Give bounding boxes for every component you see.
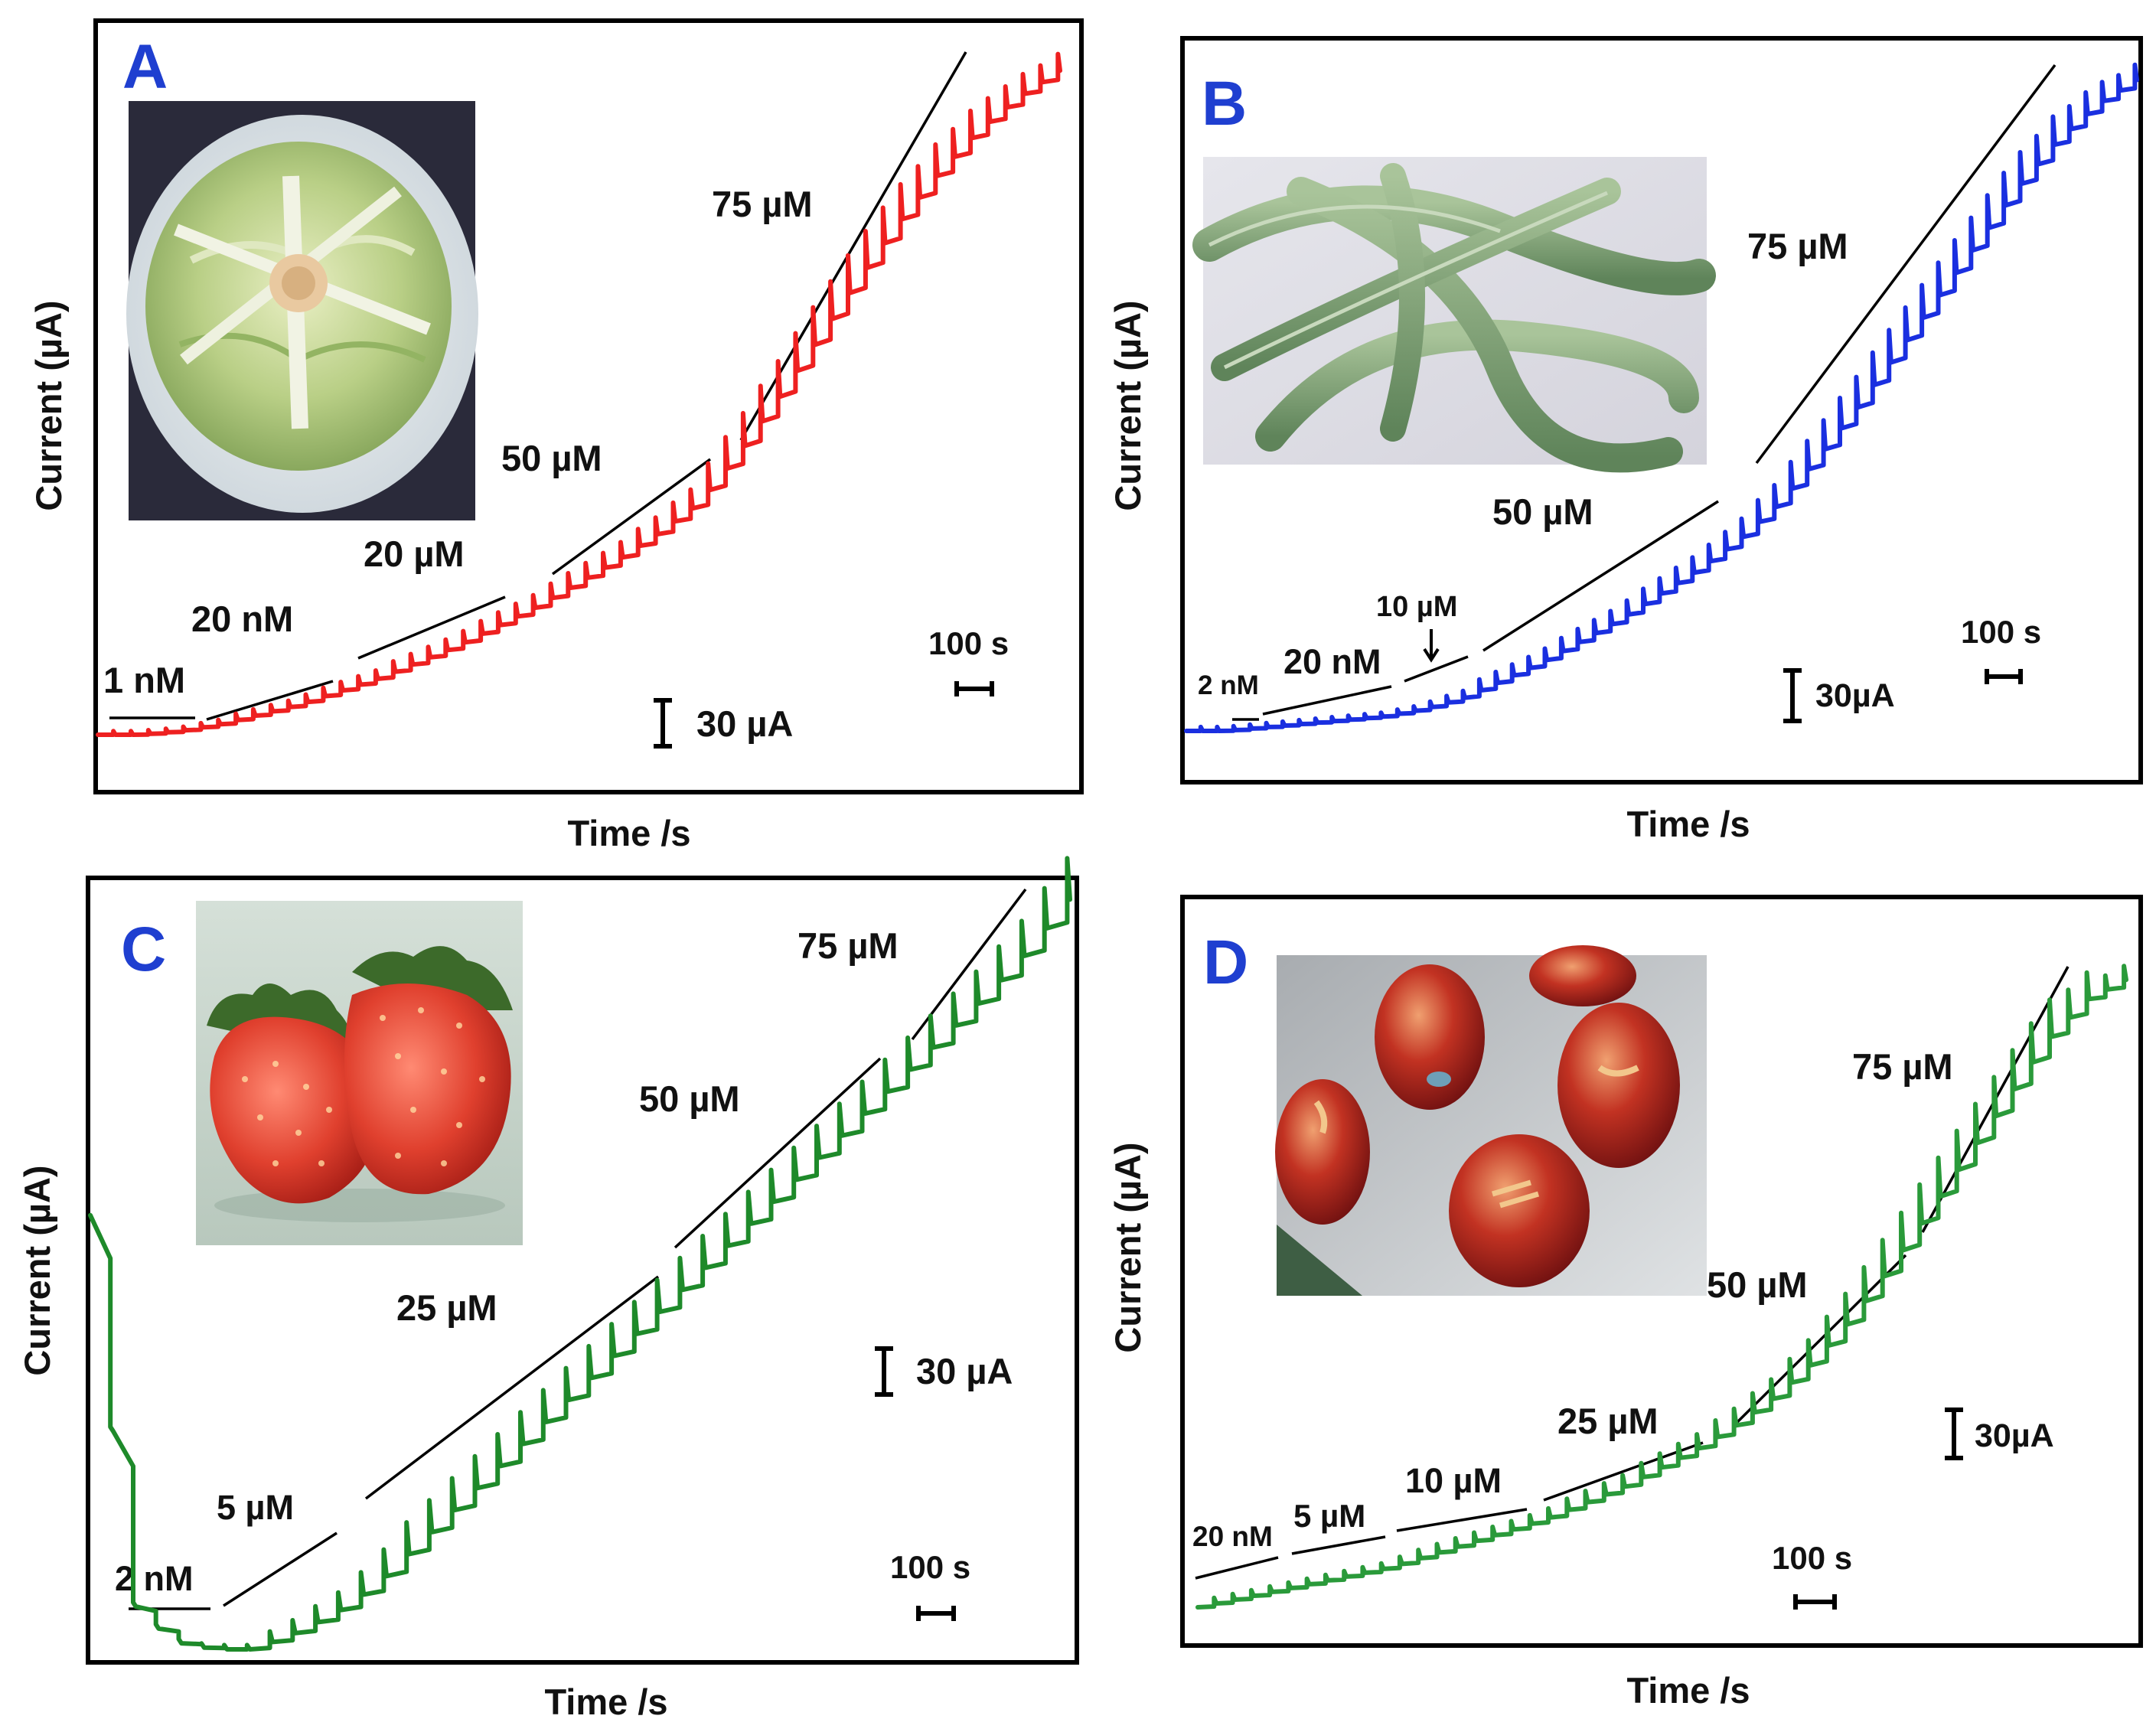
panel-c-label-2nm: 2 nM bbox=[115, 1559, 194, 1598]
panel-c-label-5um: 5 µM bbox=[217, 1488, 294, 1527]
beans-photo bbox=[1192, 157, 1716, 473]
cabbage-photo bbox=[126, 101, 478, 520]
panel-d-ylabel: Current (µA) bbox=[1107, 1142, 1148, 1352]
panel-c-letter: C bbox=[121, 915, 166, 984]
strawberry-photo bbox=[196, 901, 523, 1245]
panel-b-label-10um: 10 µM bbox=[1376, 591, 1457, 623]
panel-b-label-75um: 75 µM bbox=[1747, 226, 1848, 266]
panel-c-current-trace bbox=[88, 856, 1072, 1652]
nectarine-photo bbox=[1275, 945, 1707, 1296]
panel-c-label-75um: 75 µM bbox=[797, 925, 899, 966]
panel-a-current-scale-bar: 30 µA bbox=[654, 698, 793, 749]
panel-c: C 2 nM 5 µM 25 µM 50 µM 75 µM bbox=[17, 876, 1079, 1719]
panel-a: A 1 nM 20 nM 20 µM 50 µM 75 µM 30 µA bbox=[28, 18, 1084, 853]
panel-b-label-50um: 50 µM bbox=[1492, 491, 1593, 532]
panel-d-current-scale-bar: 30µA bbox=[1945, 1407, 2054, 1460]
panel-c-label-25um: 25 µM bbox=[396, 1287, 497, 1328]
panel-d-label-25um: 25 µM bbox=[1557, 1401, 1659, 1441]
panel-d-current-scale-label: 30µA bbox=[1975, 1417, 2054, 1454]
panel-b-letter: B bbox=[1202, 69, 1247, 139]
panel-a-label-75um: 75 µM bbox=[712, 184, 813, 224]
panel-a-ylabel: Current (µA) bbox=[28, 300, 69, 510]
panel-c-time-scale-bar: 100 s bbox=[890, 1549, 970, 1621]
data-traces bbox=[88, 51, 2139, 1652]
panel-b-xlabel: Time /s bbox=[1626, 804, 1750, 844]
panel-b-current-trace bbox=[1184, 62, 2139, 733]
panel-a-label-20um: 20 µM bbox=[364, 533, 465, 574]
panel-a-label-20nm: 20 nM bbox=[191, 599, 293, 639]
panel-d-time-scale-bar: 100 s bbox=[1772, 1540, 1852, 1610]
panel-a-time-scale-bar: 100 s bbox=[928, 625, 1009, 696]
panel-a-label-50um: 50 µM bbox=[501, 438, 602, 478]
panel-c-label-50um: 50 µM bbox=[639, 1078, 740, 1119]
panel-b: B 2 nM 20 nM 10 µM 50 µM 75 µM 30µA 100 bbox=[1107, 36, 2143, 844]
panel-d-label-50um: 50 µM bbox=[1707, 1264, 1808, 1305]
panel-d-letter: D bbox=[1203, 928, 1248, 997]
panel-a-label-1nm: 1 nM bbox=[103, 660, 185, 700]
panel-d-label-10um: 10 µM bbox=[1405, 1461, 1502, 1500]
panel-d-label-75um: 75 µM bbox=[1852, 1046, 1953, 1087]
panel-b-arrow-icon bbox=[1423, 629, 1440, 663]
panel-b-label-2nm: 2 nM bbox=[1198, 670, 1259, 700]
panel-c-xlabel: Time /s bbox=[544, 1681, 667, 1719]
panel-b-label-20nm: 20 nM bbox=[1283, 642, 1381, 681]
panel-d-current-trace bbox=[1195, 964, 2128, 1610]
panel-c-current-scale-label: 30 µA bbox=[916, 1351, 1013, 1391]
panel-b-current-scale-label: 30µA bbox=[1815, 677, 1895, 714]
panel-b-current-scale-bar: 30µA bbox=[1783, 668, 1895, 723]
panel-b-time-scale-label: 100 s bbox=[1961, 614, 2041, 650]
panel-a-xlabel: Time /s bbox=[567, 813, 690, 853]
panel-d-label-20nm: 20 nM bbox=[1192, 1521, 1273, 1552]
panel-c-current-scale-bar: 30 µA bbox=[875, 1346, 1013, 1397]
panel-c-time-scale-label: 100 s bbox=[890, 1549, 970, 1585]
panel-c-ylabel: Current (µA) bbox=[17, 1165, 57, 1375]
panel-d: D 20 nM 5 µM 10 µM 25 µM 50 µM 75 µM bbox=[1107, 895, 2143, 1711]
panel-a-letter: A bbox=[122, 32, 168, 102]
panel-d-time-scale-label: 100 s bbox=[1772, 1540, 1852, 1576]
panel-a-current-scale-label: 30 µA bbox=[696, 703, 793, 744]
panel-b-time-scale-bar: 100 s bbox=[1961, 614, 2041, 684]
panel-a-current-trace bbox=[96, 51, 1062, 737]
panel-d-label-5um: 5 µM bbox=[1293, 1498, 1365, 1534]
panel-d-xlabel: Time /s bbox=[1626, 1670, 1750, 1711]
panel-b-ylabel: Current (µA) bbox=[1107, 300, 1148, 510]
panel-a-time-scale-label: 100 s bbox=[928, 625, 1009, 661]
